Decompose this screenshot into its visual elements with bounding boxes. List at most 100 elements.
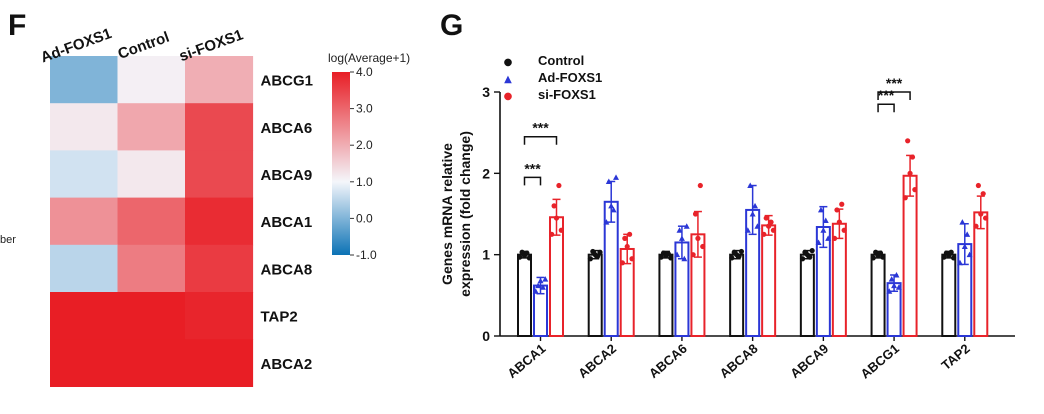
data-point — [551, 203, 557, 209]
data-point — [747, 182, 754, 189]
heatmap-row-label: ABCA8 — [261, 261, 313, 278]
data-point — [674, 251, 681, 258]
heatmap-cell — [185, 150, 254, 199]
data-point — [909, 154, 916, 160]
data-point — [537, 277, 544, 284]
significance-label: *** — [886, 75, 903, 91]
legend-marker: ● — [504, 57, 513, 68]
heatmap-cell — [117, 56, 186, 104]
data-point — [738, 248, 745, 255]
data-point — [539, 284, 546, 290]
x-tick-label: ABCA6 — [646, 341, 690, 381]
data-point — [629, 256, 635, 262]
colorbar: log(Average+1)4.0 3.0 2.0 1.0 0.0 -1.0 — [328, 51, 410, 262]
data-point — [613, 174, 620, 180]
data-point — [658, 254, 664, 260]
y-tick-label: 3 — [482, 84, 490, 100]
data-point — [973, 223, 979, 229]
bar — [658, 253, 674, 338]
data-point — [877, 250, 884, 256]
data-point — [982, 215, 989, 221]
y-axis-label: expression (fold change) — [457, 131, 473, 297]
data-point — [893, 272, 900, 278]
data-point — [825, 235, 832, 241]
colorbar-strip — [332, 72, 350, 255]
y-tick-label: 2 — [482, 165, 490, 181]
data-point — [950, 255, 957, 261]
colorbar-tick-label: 4.0 — [356, 65, 373, 79]
data-point — [668, 255, 674, 261]
heatmap-row-label: ABCA2 — [261, 356, 313, 373]
data-point — [978, 211, 984, 217]
significance-bracket — [523, 176, 542, 186]
data-point — [839, 201, 845, 207]
data-point — [610, 206, 617, 213]
panel-f-label: F — [8, 9, 26, 42]
data-point — [603, 219, 610, 225]
data-point — [754, 223, 761, 229]
data-point — [619, 260, 626, 266]
heatmap-cell — [185, 339, 254, 387]
y-axis-label: Genes mRNA relative — [439, 143, 455, 285]
data-point — [817, 206, 824, 213]
data-point — [608, 202, 615, 209]
significance-bracket — [877, 103, 895, 113]
data-point — [729, 255, 735, 261]
data-point — [841, 227, 847, 233]
data-point — [553, 215, 560, 221]
data-point — [895, 284, 902, 290]
colorbar-tick-label: 0.0 — [356, 211, 373, 225]
heatmap-cell — [50, 292, 119, 340]
colorbar-tick-label: 3.0 — [356, 102, 373, 116]
data-point — [695, 235, 701, 241]
data-point — [891, 282, 898, 289]
panel-g-label: G — [440, 9, 463, 42]
heatmap-cell — [185, 292, 254, 340]
colorbar-title: log(Average+1) — [328, 51, 410, 65]
heatmap-cell — [50, 339, 119, 387]
data-point — [831, 235, 838, 241]
heatmap-cell — [185, 197, 254, 246]
heatmap-cell — [117, 197, 186, 246]
x-tick-label: ABCA2 — [575, 341, 619, 381]
significance-bracket — [877, 91, 911, 100]
data-point — [834, 207, 840, 213]
data-point — [736, 253, 742, 259]
heatmap-cell — [117, 339, 186, 387]
bar — [941, 253, 957, 338]
data-point — [558, 227, 564, 233]
heatmap-cell — [117, 150, 186, 199]
heatmap-row-label: ABCG1 — [261, 73, 314, 90]
data-point — [535, 282, 542, 289]
data-point — [744, 227, 751, 233]
data-point — [700, 243, 706, 250]
bar — [870, 253, 886, 338]
data-point — [822, 217, 829, 224]
data-point — [956, 259, 963, 266]
heatmap-cell — [50, 103, 119, 151]
bar — [729, 253, 745, 338]
data-point — [820, 227, 827, 233]
legend-label: si-FOXS1 — [538, 87, 596, 102]
data-point — [749, 211, 756, 217]
data-point — [941, 254, 947, 260]
data-point — [975, 182, 981, 189]
data-point — [980, 191, 986, 197]
data-point — [888, 276, 895, 282]
heatmap-cell — [117, 103, 186, 151]
data-point — [690, 252, 696, 258]
heatmap-cell — [117, 292, 186, 340]
data-point — [761, 231, 767, 237]
heatmap-cell — [185, 244, 254, 293]
data-point — [597, 249, 603, 255]
heatmap-row-label: ABCA9 — [261, 167, 313, 184]
data-point — [907, 170, 913, 176]
data-point — [549, 231, 555, 237]
data-point — [902, 195, 908, 201]
data-point — [966, 251, 973, 258]
data-point — [752, 202, 759, 209]
data-point — [870, 255, 876, 261]
data-point — [763, 215, 769, 221]
data-point — [880, 254, 886, 260]
data-point — [959, 219, 966, 225]
